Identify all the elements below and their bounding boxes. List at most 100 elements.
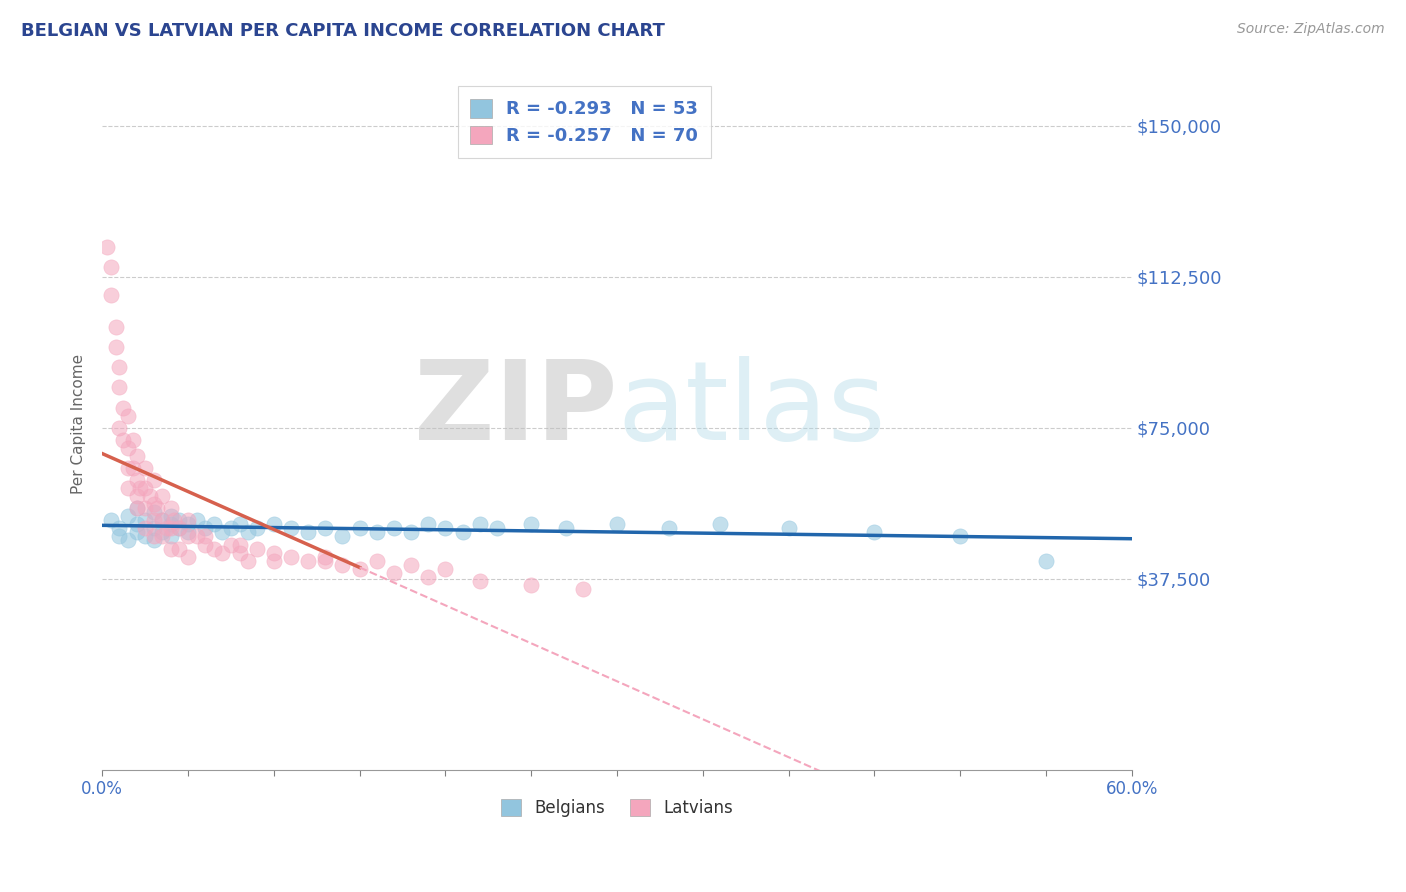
Point: [125, 449, 148, 463]
Point: [554, 521, 576, 535]
Point: [160, 529, 183, 543]
Point: [1035, 553, 1057, 567]
Point: [146, 501, 169, 516]
Point: [349, 562, 371, 576]
Point: [211, 545, 233, 559]
Point: [100, 260, 122, 274]
Point: [263, 545, 285, 559]
Point: [160, 517, 183, 532]
Point: [163, 513, 186, 527]
Point: [100, 288, 122, 302]
Point: [314, 553, 336, 567]
Point: [108, 360, 131, 375]
Point: [399, 558, 422, 572]
Point: [125, 517, 148, 532]
Point: [314, 549, 336, 564]
Point: [125, 473, 148, 487]
Point: [434, 562, 457, 576]
Point: [160, 509, 183, 524]
Point: [160, 541, 183, 556]
Point: [134, 501, 156, 516]
Point: [366, 525, 388, 540]
Point: [108, 521, 131, 535]
Point: [134, 513, 156, 527]
Point: [186, 513, 208, 527]
Point: [202, 517, 225, 532]
Point: [160, 501, 183, 516]
Point: [177, 525, 200, 540]
Point: [96, 239, 118, 253]
Point: [169, 541, 191, 556]
Point: [150, 513, 173, 527]
Point: [150, 529, 173, 543]
Point: [709, 517, 731, 532]
Point: [246, 541, 269, 556]
Point: [139, 489, 162, 503]
Y-axis label: Per Capita Income: Per Capita Income: [72, 353, 86, 494]
Point: [122, 433, 145, 447]
Point: [129, 481, 152, 495]
Point: [150, 489, 173, 503]
Point: [142, 497, 165, 511]
Point: [366, 553, 388, 567]
Point: [382, 521, 405, 535]
Point: [117, 509, 139, 524]
Point: [418, 517, 440, 532]
Point: [150, 513, 173, 527]
Text: BELGIAN VS LATVIAN PER CAPITA INCOME CORRELATION CHART: BELGIAN VS LATVIAN PER CAPITA INCOME COR…: [21, 22, 665, 40]
Point: [236, 553, 259, 567]
Point: [177, 517, 200, 532]
Point: [202, 541, 225, 556]
Point: [117, 441, 139, 455]
Point: [399, 525, 422, 540]
Point: [134, 529, 156, 543]
Point: [571, 582, 593, 596]
Point: [297, 525, 319, 540]
Point: [125, 501, 148, 516]
Text: ZIP: ZIP: [413, 357, 617, 463]
Point: [134, 521, 156, 535]
Point: [125, 489, 148, 503]
Point: [468, 517, 491, 532]
Point: [520, 578, 543, 592]
Point: [100, 513, 122, 527]
Point: [160, 521, 183, 535]
Point: [142, 505, 165, 519]
Point: [263, 517, 285, 532]
Point: [111, 401, 134, 415]
Point: [194, 529, 217, 543]
Point: [186, 529, 208, 543]
Point: [778, 521, 800, 535]
Point: [117, 409, 139, 423]
Point: [104, 320, 127, 334]
Point: [122, 461, 145, 475]
Point: [169, 521, 191, 535]
Point: [606, 517, 628, 532]
Point: [117, 481, 139, 495]
Point: [142, 513, 165, 527]
Point: [108, 380, 131, 394]
Point: [169, 521, 191, 535]
Point: [194, 521, 217, 535]
Point: [332, 558, 354, 572]
Point: [134, 481, 156, 495]
Point: [125, 501, 148, 516]
Point: [349, 521, 371, 535]
Point: [418, 570, 440, 584]
Text: Source: ZipAtlas.com: Source: ZipAtlas.com: [1237, 22, 1385, 37]
Point: [949, 529, 972, 543]
Point: [142, 533, 165, 548]
Point: [451, 525, 474, 540]
Point: [117, 461, 139, 475]
Point: [520, 517, 543, 532]
Legend: Belgians, Latvians: Belgians, Latvians: [495, 792, 740, 824]
Point: [246, 521, 269, 535]
Point: [117, 533, 139, 548]
Point: [134, 461, 156, 475]
Point: [156, 521, 179, 535]
Point: [219, 537, 242, 551]
Point: [142, 473, 165, 487]
Point: [236, 525, 259, 540]
Point: [219, 521, 242, 535]
Point: [382, 566, 405, 580]
